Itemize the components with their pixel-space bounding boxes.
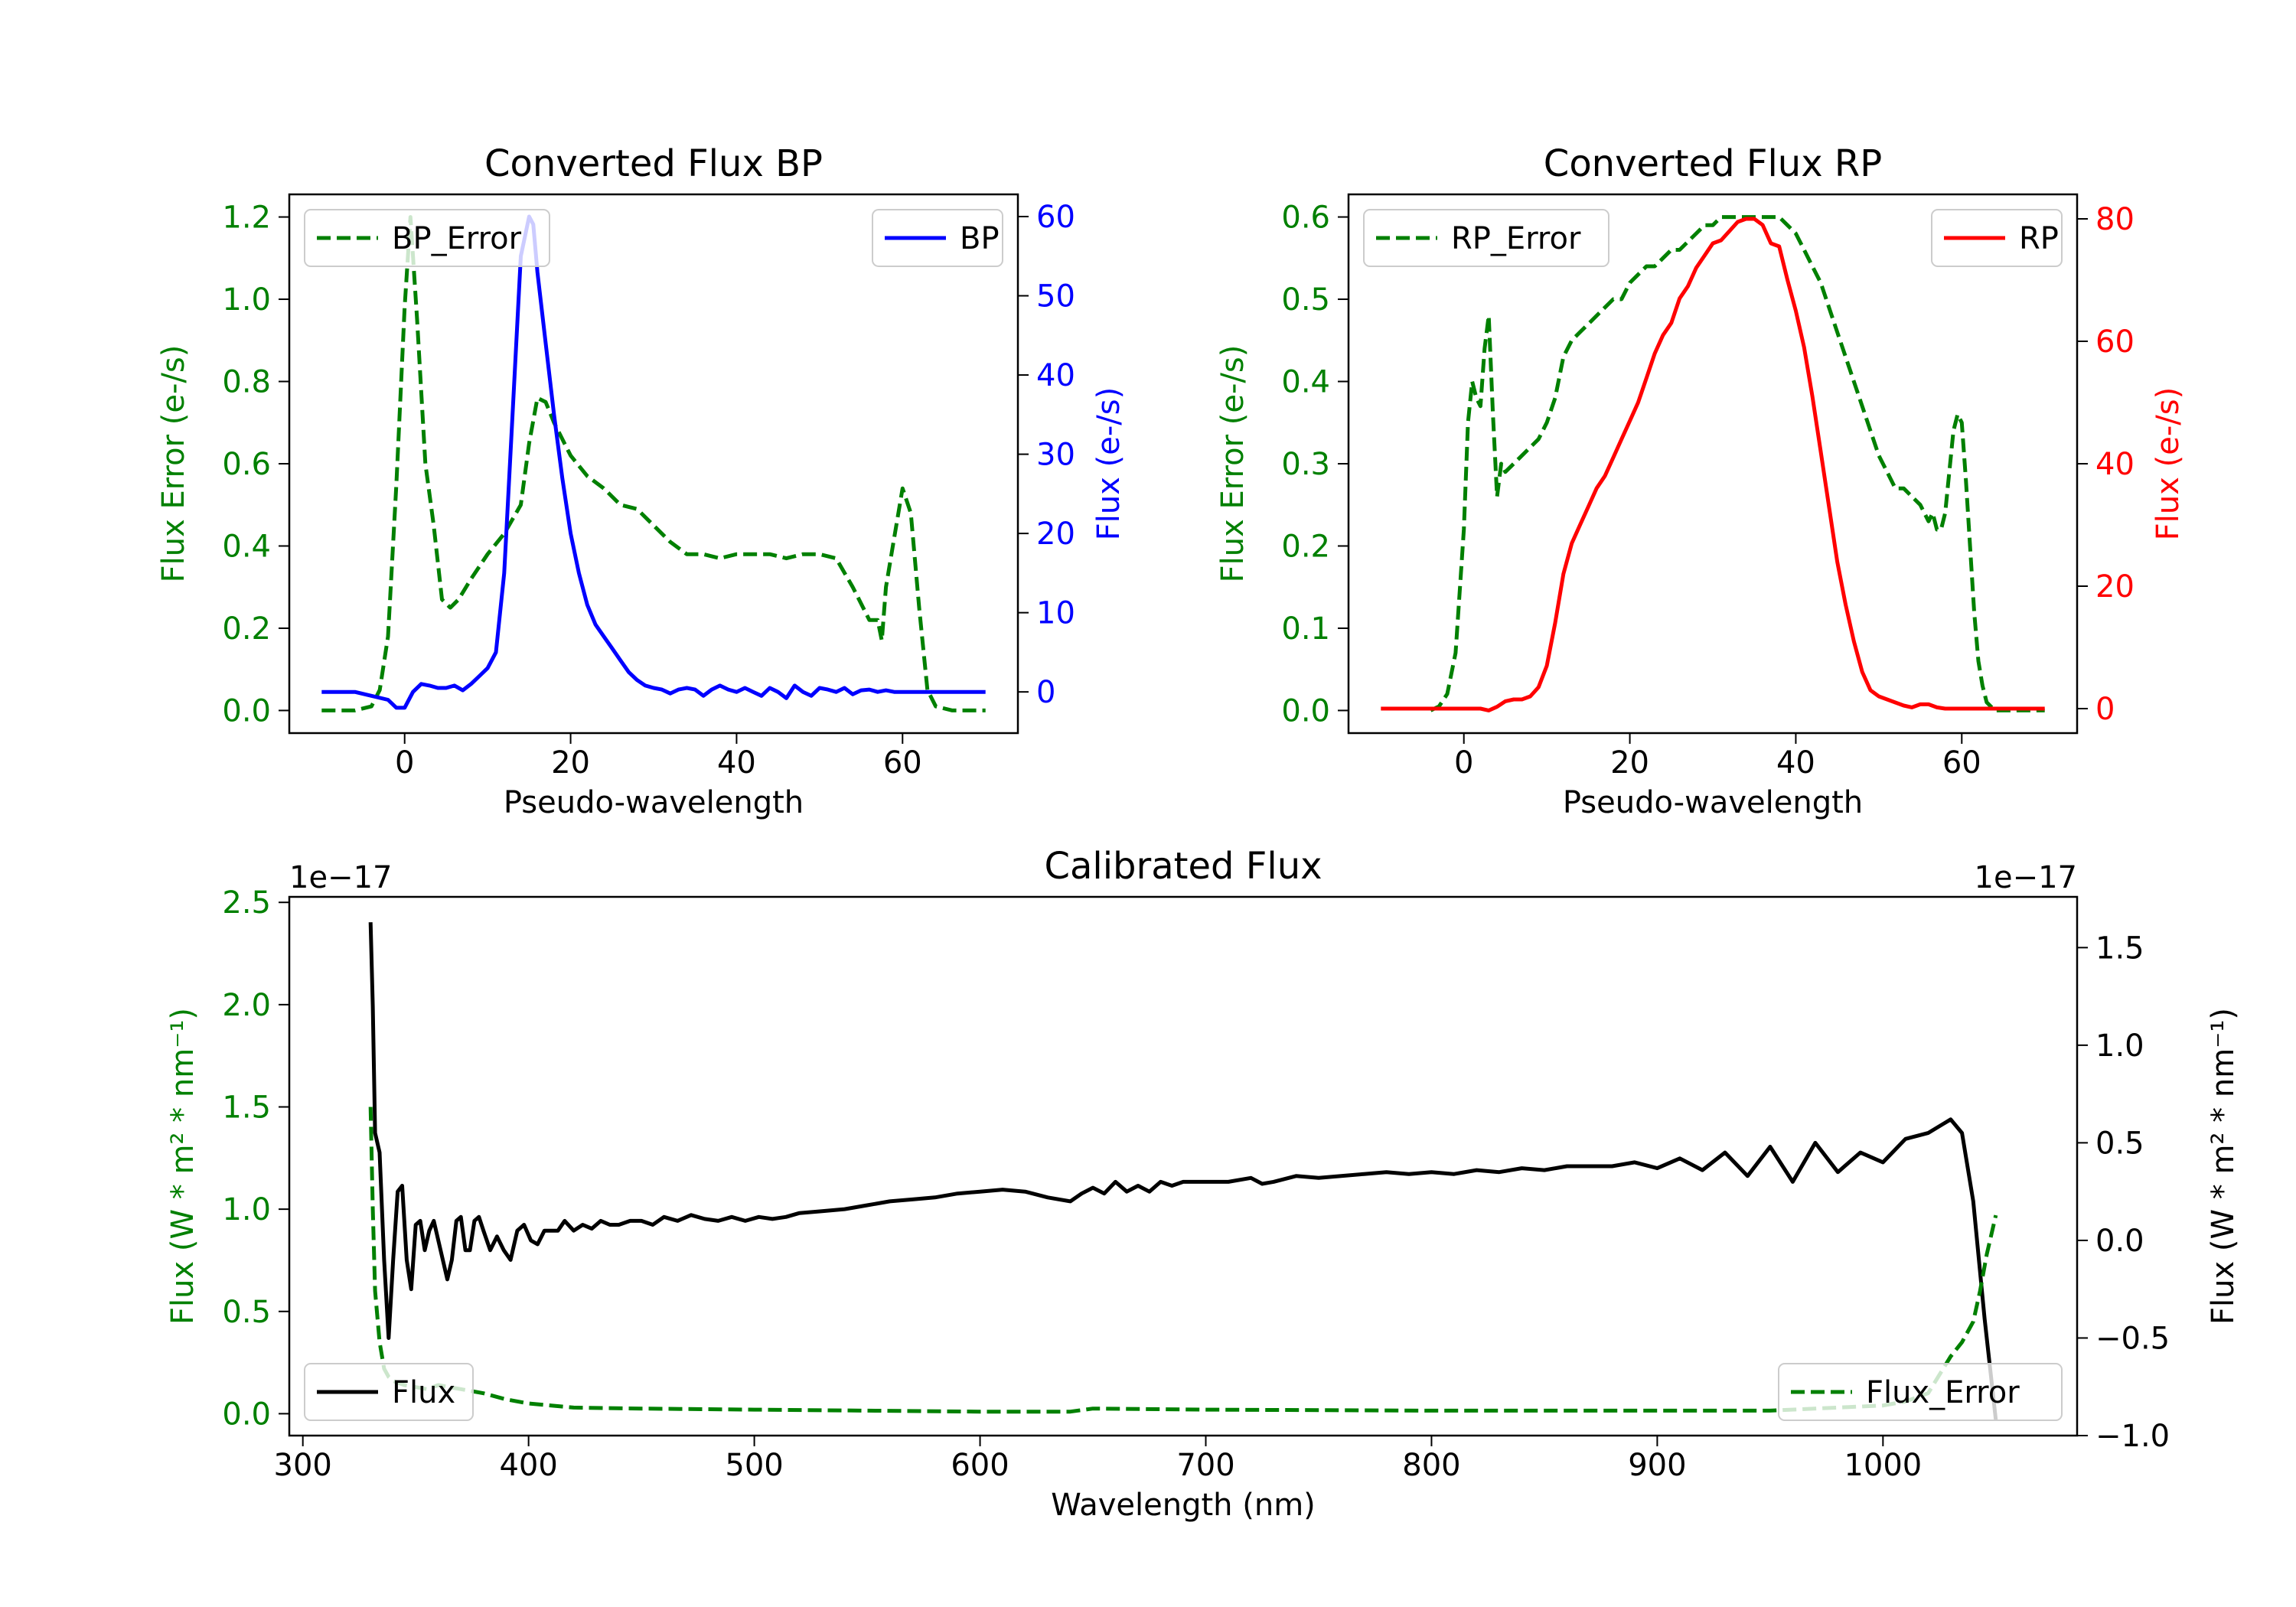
y-left-tick-label: 0.2: [1281, 529, 1330, 564]
y-left-tick-label: 0.8: [222, 365, 271, 400]
x-tick-label: 700: [1176, 1448, 1234, 1483]
y-left-tick-label: 1.0: [222, 1192, 271, 1227]
legend-box: [304, 209, 550, 267]
y-left-tick-label: 0.0: [222, 693, 271, 729]
x-tick-label: 40: [717, 745, 756, 781]
y-right-tick-label: 40: [2095, 447, 2135, 482]
y-right-tick-label: −0.5: [2095, 1321, 2170, 1356]
y-left-axis-label: Flux Error (e-/s): [1215, 345, 1251, 583]
series-line-rp: [1381, 217, 2045, 712]
series-line-flux: [368, 922, 1998, 1420]
y-left-tick-label: 1.2: [222, 200, 271, 236]
y-right-tick-label: 10: [1036, 596, 1075, 631]
x-axis-label: Pseudo-wavelength: [504, 785, 804, 820]
x-axis-label: Pseudo-wavelength: [1563, 785, 1863, 820]
y-right-tick-label: −1.0: [2095, 1419, 2170, 1454]
x-tick-label: 20: [551, 745, 590, 781]
legend-label: Flux_Error: [1866, 1375, 2020, 1410]
y-left-tick-label: 0.0: [1281, 693, 1330, 729]
legend-label: RP_Error: [1451, 221, 1581, 256]
chart-title: Converted Flux BP: [484, 142, 823, 185]
y-left-tick-label: 0.1: [1281, 611, 1330, 647]
x-tick-label: 60: [1942, 745, 1981, 781]
y-left-tick-label: 0.5: [1281, 282, 1330, 318]
y-left-tick-label: 2.5: [222, 885, 271, 921]
y-right-tick-label: 30: [1036, 438, 1075, 473]
x-tick-label: 300: [274, 1448, 332, 1483]
y-right-tick-label: 0.5: [2095, 1126, 2144, 1161]
y-right-axis-label: Flux (W * m² * nm⁻¹): [2206, 1008, 2241, 1325]
series-line-flux-error: [368, 1107, 1998, 1414]
y-right-axis-label: Flux (e-/s): [2151, 387, 2186, 540]
series-line-rp-error: [1430, 215, 2045, 712]
legend-box: [304, 1363, 474, 1421]
y-left-tick-label: 2.0: [222, 988, 271, 1023]
y-left-tick-label: 0.6: [222, 447, 271, 482]
legend-flux: Flux: [304, 1363, 474, 1421]
series-line-bp: [321, 214, 986, 710]
y-right-axis-label: Flux (e-/s): [1091, 387, 1127, 540]
legend-label: RP: [2019, 221, 2059, 256]
y-right-tick-label: 80: [2095, 202, 2135, 237]
y-left-tick-label: 0.3: [1281, 447, 1330, 482]
y-right-tick-label: 20: [2095, 569, 2135, 605]
x-tick-label: 20: [1610, 745, 1649, 781]
x-tick-label: 800: [1402, 1448, 1460, 1483]
legend-label: Flux: [392, 1375, 455, 1410]
x-tick-label: 1000: [1844, 1448, 1922, 1483]
y-left-axis-label: Flux (W * m² * nm⁻¹): [165, 1008, 201, 1325]
x-tick-label: 400: [499, 1448, 557, 1483]
legend-label: BP_Error: [392, 221, 522, 256]
y-right-offset-text: 1e−17: [1975, 860, 2077, 895]
y-left-tick-label: 0.5: [222, 1295, 271, 1330]
x-tick-label: 40: [1776, 745, 1815, 781]
y-left-tick-label: 1.0: [222, 282, 271, 318]
legend-bp-error: BP_Error: [304, 209, 550, 267]
legend-box: [1363, 209, 1609, 267]
chart-title: Converted Flux RP: [1544, 142, 1882, 185]
x-tick-label: 60: [883, 745, 922, 781]
y-left-tick-label: 0.4: [1281, 365, 1330, 400]
y-right-tick-label: 20: [1036, 517, 1075, 552]
chart-title: Calibrated Flux: [1044, 845, 1322, 888]
x-tick-label: 500: [725, 1448, 783, 1483]
series-line-bp-error: [321, 215, 986, 712]
x-tick-label: 0: [1454, 745, 1473, 781]
y-left-tick-label: 0.0: [222, 1397, 271, 1432]
y-right-tick-label: 1.5: [2095, 931, 2144, 966]
y-left-offset-text: 1e−17: [289, 860, 392, 895]
y-right-tick-label: 50: [1036, 279, 1075, 315]
y-right-tick-label: 0: [1036, 675, 1055, 710]
legend-box: [1778, 1363, 2063, 1421]
chart-2: 0 20 40 60 Pseudo-wavelength 0.0 0.1 0.2 0.3 0.4 0…: [1215, 142, 2186, 820]
legend-flux-error: Flux_Error: [1778, 1363, 2063, 1421]
y-left-tick-label: 0.2: [222, 611, 271, 647]
y-right-tick-label: 0.0: [2095, 1224, 2144, 1259]
y-left-tick-label: 1.5: [222, 1090, 271, 1125]
y-right-tick-label: 60: [1036, 200, 1075, 235]
y-right-tick-label: 1.0: [2095, 1028, 2144, 1064]
legend-label: BP: [960, 221, 1000, 256]
x-tick-label: 600: [951, 1448, 1009, 1483]
y-left-axis-label: Flux Error (e-/s): [156, 345, 191, 583]
chart-1: 0 20 40 60 Pseudo-wavelength 0.0 0.2 0.4 0.6 0.8 1…: [156, 142, 1127, 820]
y-right-tick-label: 60: [2095, 324, 2135, 360]
legend-rp-error: RP_Error: [1363, 209, 1609, 267]
y-right-tick-label: 40: [1036, 358, 1075, 393]
x-axis-label: Wavelength (nm): [1051, 1488, 1316, 1523]
y-right-tick-label: 0: [2095, 692, 2115, 727]
x-tick-label: 0: [395, 745, 414, 781]
axes-frame: [288, 895, 2079, 1437]
chart-3: 300 400 500 600 700 800 900 1000 Wavelength (nm)…: [165, 845, 2241, 1523]
legend-rp: RP: [1931, 209, 2063, 267]
x-tick-label: 900: [1628, 1448, 1686, 1483]
legend-bp: BP: [872, 209, 1003, 267]
y-left-tick-label: 0.6: [1281, 200, 1330, 236]
y-left-tick-label: 0.4: [222, 529, 271, 564]
